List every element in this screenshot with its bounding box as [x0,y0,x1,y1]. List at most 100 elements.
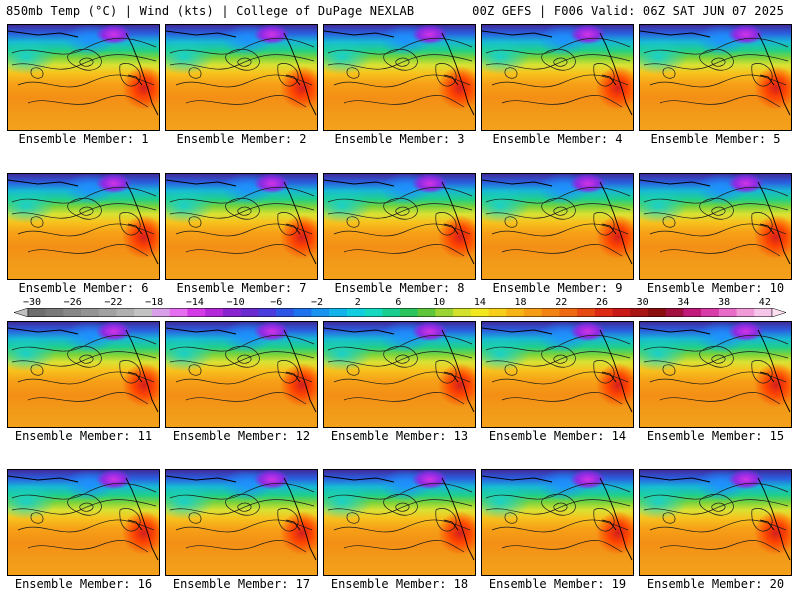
colorbar-left-arrow [14,308,29,317]
contour-overlay [640,327,791,413]
coastline [759,223,775,235]
coastline [759,74,775,86]
contour-line [395,354,410,364]
contour-line [343,539,465,553]
temperature-map [323,173,476,280]
coastline [640,327,711,335]
contour-line [485,351,631,367]
contour-line [649,223,787,237]
contour-line [553,57,568,67]
contour-line [751,360,773,384]
contour-line [751,63,773,87]
contour-line [711,502,726,512]
ensemble-panel: Ensemble Member: 20 [639,469,792,599]
temperature-map [481,469,634,576]
temperature-map [165,469,318,576]
contour-line [501,243,623,257]
ensemble-panel: Ensemble Member: 16 [7,469,160,599]
contour-overlay [482,179,633,265]
colorbar-tick-label: 34 [677,297,690,308]
contour-line [188,67,202,79]
contour-line [185,391,307,405]
contour-overlay [482,30,633,116]
temperature-map [639,24,792,131]
colorbar-swatch [152,308,171,317]
colorbar-tick-label: 30 [636,297,649,308]
contour-line [67,48,102,71]
temperature-map [7,24,160,131]
contour-line [67,493,102,516]
contour-overlay [166,30,317,116]
coastline [166,475,237,483]
coastline [283,181,317,265]
coastline [601,371,617,383]
contour-line [346,67,360,79]
contour-line [185,243,307,257]
contour-overlay [324,475,475,561]
contour-line [17,74,155,88]
colorbar-swatch [240,308,259,317]
colorbar-swatch [506,308,525,317]
contour-line [119,360,141,384]
colorbar-swatch [524,308,543,317]
coastline [443,519,459,531]
colorbar-tick-label: 6 [395,297,402,308]
contour-line [277,508,299,532]
colorbar-swatch [276,308,295,317]
colorbar-swatch [364,308,383,317]
colorbar-labels: −30 −26 −22 −18 −14 −10 −6 −2 2 6 10 14 18 22 26 30 34 38… [14,297,786,308]
contour-line [643,499,789,515]
contour-line [30,364,44,376]
ensemble-panel: Ensemble Member: 15 [639,321,792,451]
coastline [757,181,791,265]
contour-line [504,364,518,376]
coastline [601,74,617,86]
contour-line [435,63,457,87]
contour-line [383,345,418,368]
ensemble-panel: Ensemble Member: 18 [323,469,476,599]
coastline [285,74,301,86]
colorbar-tick-label: −22 [104,297,123,308]
contour-line [346,216,360,228]
colorbar-tick-label: −30 [22,297,42,308]
contour-line [343,94,465,108]
coastline [285,223,301,235]
contour-line [395,57,410,67]
contour-line [343,243,465,257]
coastline [166,179,237,187]
coastline [601,223,617,235]
contour-line [593,508,615,532]
contour-line [435,212,457,236]
colorbar-swatch [435,308,454,317]
contour-line [504,67,518,79]
colorbar-swatch [293,308,312,317]
coastline [166,30,237,38]
coastline [324,475,395,483]
coastline [285,519,301,531]
member-caption: Ensemble Member: 14 [488,429,627,443]
contour-line [662,67,676,79]
coastline [441,181,475,265]
contour-line [17,223,155,237]
contour-overlay [166,179,317,265]
contour-line [346,512,360,524]
contour-line [435,508,457,532]
ensemble-panel: Ensemble Member: 8 [323,173,476,303]
contour-overlay [324,327,475,413]
contour-line [225,345,260,368]
colorbar-swatch [488,308,507,317]
colorbar-swatch [683,308,702,317]
contour-line [485,499,631,515]
member-caption: Ensemble Member: 8 [334,281,465,295]
contour-line [711,57,726,67]
header-right-title: 00Z GEFS | F006 Valid: 06Z SAT JUN 07 20… [472,4,784,18]
ensemble-panel: Ensemble Member: 1 [7,24,160,154]
coastline [127,519,143,531]
temperature-map [165,321,318,428]
member-caption: Ensemble Member: 11 [14,429,153,443]
coastline [283,477,317,561]
contour-line [327,54,473,70]
member-caption: Ensemble Member: 3 [334,132,465,146]
coastline [127,74,143,86]
colorbar-right-arrow [771,308,786,317]
